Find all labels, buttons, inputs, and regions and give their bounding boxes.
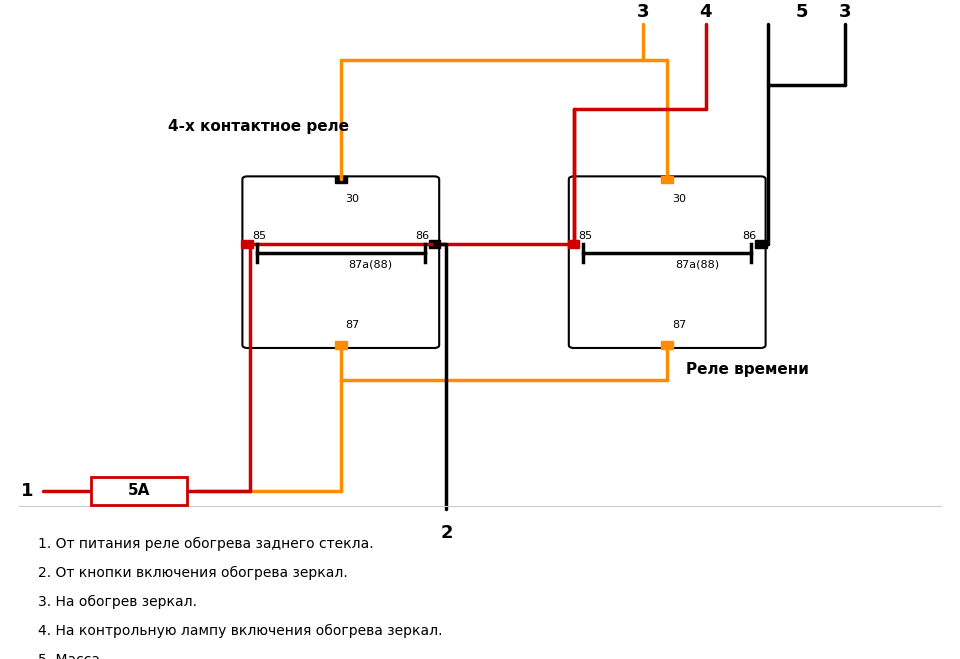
Bar: [335, 176, 347, 183]
Text: 85: 85: [578, 231, 592, 241]
Bar: [661, 341, 673, 349]
Text: 5: 5: [795, 3, 808, 21]
Text: 2. От кнопки включения обогрева зеркал.: 2. От кнопки включения обогрева зеркал.: [38, 566, 348, 581]
Text: 1. От питания реле обогрева заднего стекла.: 1. От питания реле обогрева заднего стек…: [38, 537, 374, 552]
FancyBboxPatch shape: [568, 177, 765, 348]
Text: 4-х контактное реле: 4-х контактное реле: [168, 119, 349, 134]
Text: 30: 30: [346, 194, 360, 204]
Text: 3: 3: [838, 3, 852, 21]
Text: 4. На контрольную лампу включения обогрева зеркал.: 4. На контрольную лампу включения обогре…: [38, 624, 443, 638]
Text: 3: 3: [636, 3, 650, 21]
Text: 85: 85: [252, 231, 266, 241]
Text: 5А: 5А: [128, 484, 151, 498]
Text: 87a(88): 87a(88): [348, 259, 393, 269]
Bar: [428, 241, 440, 248]
Text: 4: 4: [699, 3, 712, 21]
Bar: [755, 241, 766, 248]
Text: 87: 87: [346, 320, 360, 330]
Bar: [335, 341, 347, 349]
Bar: [661, 176, 673, 183]
Text: 87: 87: [672, 320, 686, 330]
Text: 86: 86: [742, 231, 756, 241]
Text: 2: 2: [440, 524, 453, 542]
Bar: [91, 477, 187, 505]
FancyBboxPatch shape: [242, 177, 439, 348]
Text: Реле времени: Реле времени: [686, 362, 809, 376]
Text: 5. Масса.: 5. Масса.: [38, 653, 105, 659]
Bar: [241, 241, 252, 248]
Text: 1: 1: [21, 482, 34, 500]
Text: 3. На обогрев зеркал.: 3. На обогрев зеркал.: [38, 595, 198, 609]
Bar: [567, 241, 579, 248]
Text: 30: 30: [672, 194, 686, 204]
Text: 87a(88): 87a(88): [675, 259, 719, 269]
Text: 86: 86: [416, 231, 430, 241]
